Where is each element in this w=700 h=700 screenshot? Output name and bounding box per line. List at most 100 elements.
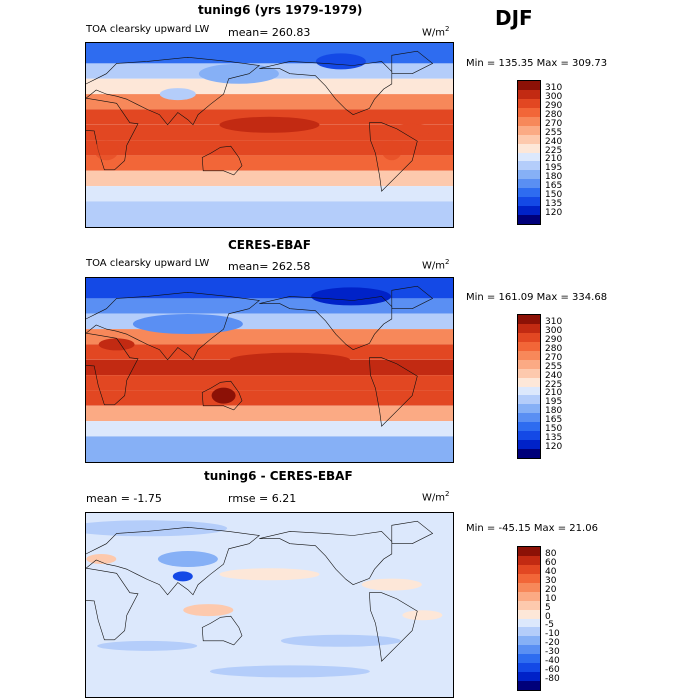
colorbar-swatch <box>518 359 540 369</box>
panel1-minmax: Min = 135.35 Max = 309.73 <box>466 58 608 69</box>
map-band <box>86 155 453 171</box>
colorbar-tick-label: 195 <box>545 397 563 408</box>
coastline <box>86 291 261 361</box>
map-feature <box>183 604 234 617</box>
coastline <box>369 357 418 427</box>
colorbar-tick-label: 255 <box>545 361 563 372</box>
colorbar-swatch <box>518 681 540 690</box>
colorbar-tick-label: 0 <box>545 611 551 622</box>
map-feature <box>97 640 198 651</box>
panel3-units: W/m2 <box>422 490 450 504</box>
coastline <box>391 520 434 545</box>
colorbar-tick-label: 300 <box>545 325 563 336</box>
coastline <box>201 380 243 411</box>
colorbar-swatch <box>518 582 540 592</box>
colorbar-swatch <box>518 600 540 610</box>
coastline <box>86 97 139 171</box>
panel3-rmse: rmse = 6.21 <box>228 492 297 505</box>
colorbar-swatch <box>518 206 540 216</box>
colorbar-tick-label: 280 <box>545 109 563 120</box>
colorbar-tick-label: 180 <box>545 172 563 183</box>
colorbar-swatch <box>518 332 540 342</box>
colorbar-tick-label: 165 <box>545 415 563 426</box>
colorbar-tick-label: 30 <box>545 575 557 586</box>
map-feature <box>86 520 228 537</box>
map-band <box>86 344 453 360</box>
map-feature <box>311 287 392 306</box>
colorbar-swatch <box>518 143 540 153</box>
colorbar-swatch <box>518 547 540 556</box>
colorbar-swatch <box>518 618 540 628</box>
colorbar-tick-label: 270 <box>545 352 563 363</box>
coastline <box>201 145 243 176</box>
colorbar-swatch <box>518 555 540 565</box>
colorbar-tick-label: 195 <box>545 163 563 174</box>
coastline <box>369 592 418 662</box>
colorbar-tick-label: -30 <box>545 647 560 658</box>
panel1-map <box>85 42 454 228</box>
map-band <box>86 421 453 437</box>
colorbar-swatch <box>518 645 540 655</box>
colorbar-tick-label: 120 <box>545 208 563 219</box>
colorbar-tick-label: 10 <box>545 593 557 604</box>
map-feature <box>209 665 370 678</box>
colorbar-tick-label: 310 <box>545 316 563 327</box>
colorbar-tick-label: 240 <box>545 136 563 147</box>
colorbar-tick-label: 225 <box>545 379 563 390</box>
colorbar-tick-label: -60 <box>545 665 560 676</box>
panel3-colorbar <box>517 546 541 691</box>
coastline <box>369 122 418 192</box>
colorbar-tick-label: 290 <box>545 334 563 345</box>
map-feature <box>392 123 433 136</box>
map-feature <box>86 554 117 564</box>
colorbar-swatch <box>518 215 540 224</box>
colorbar-tick-label: -40 <box>545 656 560 667</box>
map-band <box>86 140 453 156</box>
map-band <box>86 170 453 187</box>
coastline <box>86 526 261 596</box>
colorbar-tick-label: 60 <box>545 557 557 568</box>
panel1-mean: mean= 260.83 <box>228 26 311 39</box>
colorbar-swatch <box>518 395 540 405</box>
colorbar-swatch <box>518 413 540 423</box>
map-band <box>86 186 453 202</box>
colorbar-tick-label: 5 <box>545 602 551 613</box>
colorbar-swatch <box>518 152 540 162</box>
colorbar-swatch <box>518 609 540 619</box>
colorbar-swatch <box>518 449 540 458</box>
colorbar-tick-label: 135 <box>545 433 563 444</box>
map-band <box>86 375 453 391</box>
colorbar-tick-label: 150 <box>545 190 563 201</box>
colorbar-swatch <box>518 573 540 583</box>
colorbar-tick-label: 40 <box>545 566 557 577</box>
panel2-minmax: Min = 161.09 Max = 334.68 <box>466 292 608 303</box>
colorbar-swatch <box>518 564 540 574</box>
map-feature <box>157 551 218 567</box>
map-feature <box>172 571 193 582</box>
map-feature <box>381 140 402 161</box>
map-field-svg <box>86 278 453 462</box>
map-feature <box>219 568 320 581</box>
colorbar-swatch <box>518 341 540 351</box>
map-band <box>86 405 453 422</box>
coastline <box>391 50 434 75</box>
colorbar-tick-label: 135 <box>545 199 563 210</box>
panel3-minmax: Min = -45.15 Max = 21.06 <box>466 523 598 534</box>
colorbar-swatch <box>518 404 540 414</box>
map-band <box>86 436 453 462</box>
colorbar-tick-label: -20 <box>545 638 560 649</box>
colorbar-swatch <box>518 663 540 673</box>
colorbar-swatch <box>518 315 540 324</box>
coastline <box>86 567 139 641</box>
colorbar-swatch <box>518 350 540 360</box>
panel2-colorbar <box>517 314 541 459</box>
map-feature <box>361 578 422 591</box>
colorbar-tick-label: 180 <box>545 406 563 417</box>
colorbar-tick-label: 310 <box>545 82 563 93</box>
colorbar-swatch <box>518 323 540 333</box>
map-feature <box>229 352 350 367</box>
colorbar-swatch <box>518 197 540 207</box>
colorbar-swatch <box>518 627 540 637</box>
colorbar-tick-label: 20 <box>545 584 557 595</box>
coastline <box>259 61 393 115</box>
